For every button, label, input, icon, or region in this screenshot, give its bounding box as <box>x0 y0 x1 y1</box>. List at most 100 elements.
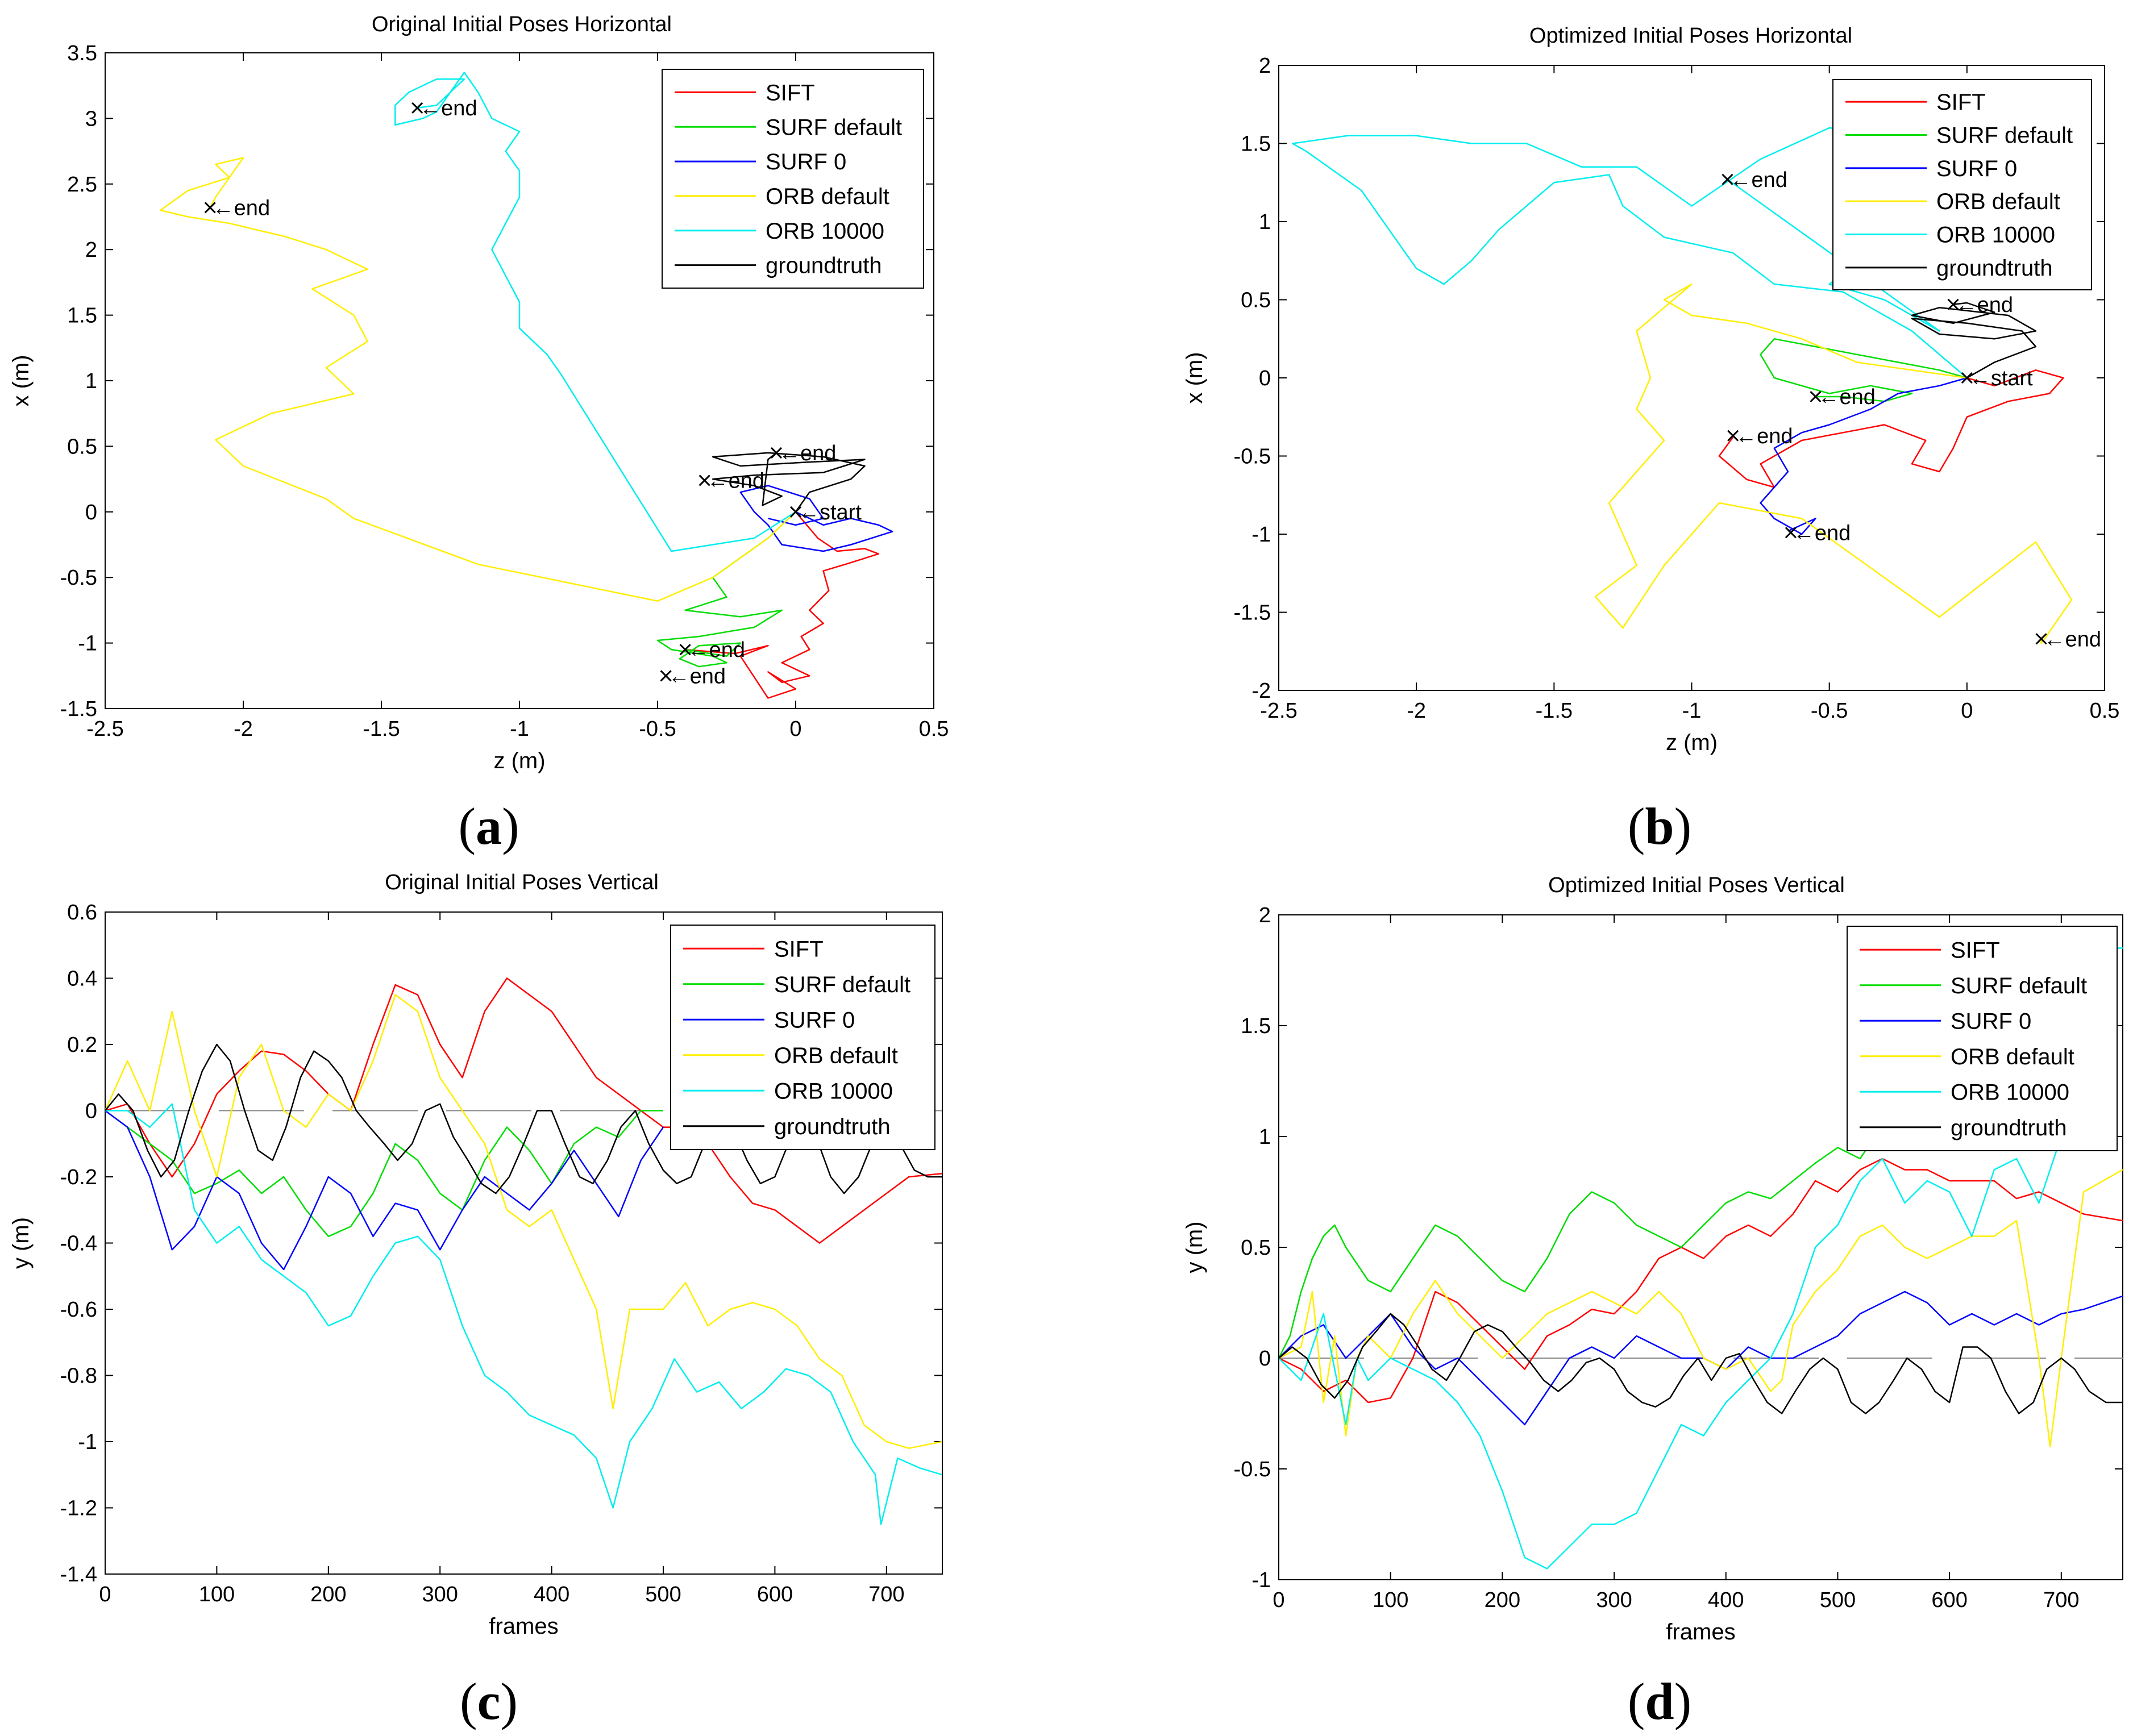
chart-title: Optimized Initial Poses Horizontal <box>1529 24 1852 48</box>
annotation-label: ←end <box>1793 521 1851 545</box>
series-line-surf-default <box>1760 338 1968 402</box>
annotation-marker <box>698 474 710 486</box>
y-tick-label: 0 <box>85 501 97 524</box>
x-tick-label: -1.5 <box>363 717 400 741</box>
annotation-marker <box>1785 527 1797 539</box>
y-tick-label: 0 <box>1259 1347 1271 1371</box>
legend-entry: SURF default <box>1936 123 2073 148</box>
plot-area-c: 0 100 200 300 400 500 600 700 -1.4 -1.2 -1 -0.8 -0.6… <box>9 901 943 1639</box>
series-line-sift <box>1279 1158 2123 1404</box>
legend-entry: SURF 0 <box>766 149 846 174</box>
series-line-surf-default <box>105 1110 663 1238</box>
panel-label-a: (a) <box>458 797 519 855</box>
x-tick-label: 0.5 <box>2090 699 2120 723</box>
y-tick-label: 2 <box>85 238 97 262</box>
plot-area-d: 0 100 200 300 400 500 600 700 -1 -0.5 0 0.5 1 1.5 2 fra… <box>1182 904 2123 1645</box>
annotation-label: ←start <box>798 501 862 524</box>
y-tick-label: -1 <box>1251 1568 1271 1592</box>
y-tick-label: 0 <box>1259 367 1271 390</box>
x-tick-label: 400 <box>534 1583 569 1606</box>
x-tick-label: -2 <box>234 717 253 741</box>
x-tick-label: -2.5 <box>86 717 123 741</box>
x-tick-label: 300 <box>422 1583 458 1606</box>
legend-entry: SURF default <box>766 115 902 140</box>
y-tick-label: 2 <box>1259 904 1271 927</box>
x-tick-label: 600 <box>1931 1588 1967 1612</box>
annotation-label: ←end <box>1818 385 1875 409</box>
x-tick-label: 600 <box>757 1583 793 1606</box>
y-tick-label: -1.5 <box>60 697 97 721</box>
legend-entry: ORB 10000 <box>1951 1080 2069 1105</box>
annotation-label: ←end <box>2044 627 2101 651</box>
x-axis-label: frames <box>489 1614 558 1639</box>
legend-entry: SIFT <box>1951 938 2000 963</box>
series-line-groundtruth <box>1911 302 2037 379</box>
y-tick-label: -1 <box>78 1430 97 1454</box>
legend-entry: ORB default <box>1951 1044 2074 1069</box>
legend-entry: SIFT <box>1936 90 1986 115</box>
annotation-label: ←end <box>1956 293 2013 317</box>
annotation-label: ←end <box>779 442 836 465</box>
y-tick-label: 0.5 <box>1241 289 1271 313</box>
annotation-marker <box>789 506 802 518</box>
x-tick-label: -2 <box>1407 699 1426 723</box>
series-line-surf-0 <box>1279 1290 2123 1426</box>
y-tick-label: -0.2 <box>60 1165 97 1189</box>
legend-entry: SURF 0 <box>774 1008 855 1033</box>
legend-entry: SIFT <box>774 936 824 961</box>
y-tick-label: -0.8 <box>60 1364 97 1388</box>
legend-entry: groundtruth <box>1951 1115 2067 1140</box>
y-tick-label: 2.5 <box>67 173 97 197</box>
series-group <box>1279 947 2123 1570</box>
annotation-marker <box>1947 298 1959 310</box>
legend-entry: groundtruth <box>774 1114 891 1139</box>
x-axis-label: frames <box>1666 1620 1735 1645</box>
y-tick-label: 0.4 <box>67 967 97 991</box>
annotation-marker <box>1810 390 1822 403</box>
legend-entry: ORB 10000 <box>766 219 884 244</box>
y-tick-label: 3 <box>85 107 97 131</box>
y-axis-label: y (m) <box>1182 1221 1207 1273</box>
x-tick-label: 700 <box>2043 1588 2079 1612</box>
legend-box <box>662 69 924 289</box>
chart-title: Original Initial Poses Vertical <box>385 871 659 894</box>
series-line-surf-0 <box>739 485 893 552</box>
annotation-marker <box>411 102 423 114</box>
annotation-label: ←end <box>1729 168 1787 192</box>
legend-entry: SURF default <box>774 972 910 997</box>
plot-area-a: -2.5 -2 -1.5 -1 -0.5 0 0.5 -1.5 -1 -0.5 0 0.5 1 1.5 2 2… <box>9 41 949 773</box>
series-line-surf-0 <box>1760 377 1968 535</box>
x-tick-label: 200 <box>310 1583 346 1606</box>
x-tick-label: 0 <box>99 1583 111 1606</box>
annotation-label: ←end <box>707 469 764 493</box>
y-tick-label: 0.2 <box>67 1033 97 1057</box>
y-axis-label: y (m) <box>9 1217 34 1269</box>
annotation-label: ←end <box>419 97 477 120</box>
legend-entry: SIFT <box>766 80 815 105</box>
annotation-marker <box>204 202 216 214</box>
x-tick-label: -1 <box>1682 699 1702 723</box>
panel-a: Original Initial Poses Horizontal -2.5 -2… <box>9 13 949 855</box>
y-tick-label: 2 <box>1259 54 1271 78</box>
y-tick-label: -1 <box>78 632 97 656</box>
y-axis-label: x (m) <box>9 355 34 406</box>
panel-b: Optimized Initial Poses Horizontal -2.5-… <box>1182 24 2119 855</box>
y-tick-label: 1.5 <box>1241 132 1271 156</box>
legend-entry: groundtruth <box>1936 256 2053 281</box>
annotation-label: ←start <box>1969 367 2033 390</box>
legend-box <box>1832 79 2092 290</box>
x-tick-label: 500 <box>645 1583 681 1606</box>
legend-box <box>670 925 935 1150</box>
legend-entry: SURF default <box>1951 973 2087 998</box>
y-tick-label: -1.4 <box>60 1563 97 1587</box>
series-line-surf-default <box>656 511 796 668</box>
x-tick-label: 100 <box>1373 1588 1408 1612</box>
legend-entry: SURF 0 <box>1951 1009 2031 1034</box>
annotation-marker <box>679 644 691 656</box>
annotation-label: ←end <box>213 196 270 220</box>
x-tick-label: 700 <box>868 1583 904 1606</box>
series-line-sift <box>685 511 880 699</box>
legend-entry: groundtruth <box>766 253 882 278</box>
annotation-marker <box>1722 173 1733 185</box>
legend-entry: ORB default <box>1936 189 2060 214</box>
